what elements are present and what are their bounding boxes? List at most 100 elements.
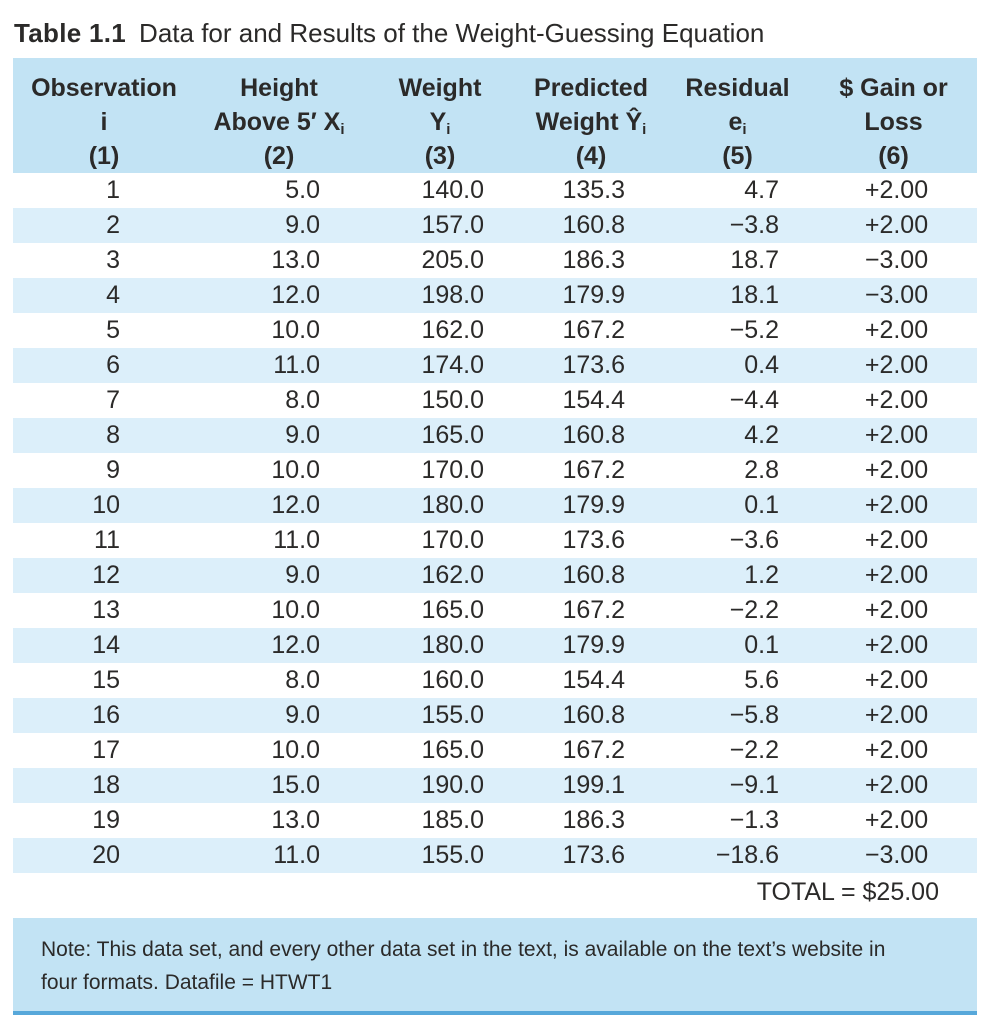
table-row: 9 10.0 170.0 167.2 2.8 +2.00: [13, 453, 977, 488]
cell-r14-c1: 14: [92, 631, 120, 659]
header-symbol: Above 5′ X: [213, 108, 341, 136]
cell-r19-c6: +2.00: [864, 806, 929, 834]
cell-r5-c2: 10.0: [271, 316, 320, 344]
cell-r4-c1: 4: [106, 281, 120, 309]
cell-r10-c6: +2.00: [864, 491, 929, 519]
cell-r1-c5: 4.7: [744, 176, 779, 204]
cell-r8-c2: 9.0: [285, 421, 320, 449]
header-line: Above 5′ Xi: [195, 105, 363, 139]
table-row: 5 10.0 162.0 167.2 −5.2 +2.00: [13, 313, 977, 348]
header-line: ei: [665, 105, 810, 139]
cell-r20-c4: 173.6: [562, 841, 625, 869]
cell-r17-c5: −2.2: [729, 736, 779, 764]
cell-r10-c3: 180.0: [421, 491, 484, 519]
table-title-text: Data for and Results of the Weight-Guess…: [139, 18, 765, 48]
table-row: 16 9.0 155.0 160.8 −5.8 +2.00: [13, 698, 977, 733]
cell-r2-c3: 157.0: [421, 211, 484, 239]
cell-r6-c5: 0.4: [744, 351, 779, 379]
cell-r20-c3: 155.0: [421, 841, 484, 869]
table-row: 13 10.0 165.0 167.2 −2.2 +2.00: [13, 593, 977, 628]
cell-r7-c4: 154.4: [562, 386, 625, 414]
header-line: i: [13, 105, 195, 139]
cell-r9-c4: 167.2: [562, 456, 625, 484]
cell-r1-c1: 1: [106, 176, 120, 204]
table-row: 14 12.0 180.0 179.9 0.1 +2.00: [13, 628, 977, 663]
cell-r3-c1: 3: [106, 246, 120, 274]
cell-r4-c5: 18.1: [730, 281, 779, 309]
cell-r18-c3: 190.0: [421, 771, 484, 799]
cell-r10-c4: 179.9: [562, 491, 625, 519]
cell-r20-c6: −3.00: [864, 841, 929, 869]
cell-r12-c3: 162.0: [421, 561, 484, 589]
header-line: Weight: [398, 74, 482, 102]
header-line: $ Gain or: [839, 74, 948, 102]
cell-r5-c3: 162.0: [421, 316, 484, 344]
header-line: Weight Ŷi: [517, 105, 665, 139]
cell-r9-c1: 9: [106, 456, 120, 484]
cell-r12-c5: 1.2: [744, 561, 779, 589]
cell-r3-c3: 205.0: [421, 246, 484, 274]
total-text: TOTAL = $25.00: [756, 877, 939, 906]
cell-r18-c1: 18: [92, 771, 120, 799]
cell-r13-c4: 167.2: [562, 596, 625, 624]
cell-r10-c2: 12.0: [271, 491, 320, 519]
cell-r3-c2: 13.0: [271, 246, 320, 274]
cell-r14-c3: 180.0: [421, 631, 484, 659]
cell-r1-c3: 140.0: [421, 176, 484, 204]
header-subscript: i: [642, 121, 647, 138]
cell-r12-c6: +2.00: [864, 561, 929, 589]
table-row: 19 13.0 185.0 186.3 −1.3 +2.00: [13, 803, 977, 838]
cell-r9-c3: 170.0: [421, 456, 484, 484]
cell-r17-c4: 167.2: [562, 736, 625, 764]
header-line: (5): [722, 142, 753, 170]
cell-r11-c2: 11.0: [273, 526, 320, 554]
header-subscript: i: [340, 121, 345, 138]
cell-r6-c2: 11.0: [273, 351, 320, 379]
cell-r8-c4: 160.8: [562, 421, 625, 449]
table-row: 3 13.0 205.0 186.3 18.7 −3.00: [13, 243, 977, 278]
cell-r3-c6: −3.00: [864, 246, 929, 274]
cell-r18-c5: −9.1: [729, 771, 779, 799]
cell-r2-c4: 160.8: [562, 211, 625, 239]
table-row: 10 12.0 180.0 179.9 0.1 +2.00: [13, 488, 977, 523]
header-symbol: Weight Ŷ: [535, 108, 643, 136]
header-line: Yi: [363, 105, 517, 139]
note-line-1: Note: This data set, and every other dat…: [41, 938, 886, 961]
note-line-2: four formats. Datafile = HTWT1: [41, 971, 333, 994]
cell-r16-c4: 160.8: [562, 701, 625, 729]
cell-r8-c3: 165.0: [421, 421, 484, 449]
cell-r12-c1: 12: [92, 561, 120, 589]
header-line: Residual: [685, 74, 790, 102]
column-header-height: Height Above 5′ Xi (2): [195, 58, 363, 173]
cell-r5-c5: −5.2: [729, 316, 779, 344]
cell-r3-c5: 18.7: [730, 246, 779, 274]
cell-r11-c6: +2.00: [864, 526, 929, 554]
table-row: 1 5.0 140.0 135.3 4.7 +2.00: [13, 173, 977, 208]
cell-r5-c6: +2.00: [864, 316, 929, 344]
header-line: Predicted: [534, 74, 648, 102]
weight-guessing-table: Observation i (1) Height Above 5′ Xi (2)…: [13, 58, 977, 873]
cell-r7-c6: +2.00: [864, 386, 929, 414]
cell-r6-c3: 174.0: [421, 351, 484, 379]
table-caption: Table 1.1 Data for and Results of the Wei…: [0, 0, 990, 58]
cell-r4-c2: 12.0: [271, 281, 320, 309]
cell-r19-c3: 185.0: [421, 806, 484, 834]
table-row: 15 8.0 160.0 154.4 5.6 +2.00: [13, 663, 977, 698]
cell-r2-c6: +2.00: [864, 211, 929, 239]
cell-r4-c3: 198.0: [421, 281, 484, 309]
cell-r13-c3: 165.0: [421, 596, 484, 624]
column-header-gain-loss: $ Gain or Loss (6): [810, 58, 977, 173]
cell-r11-c5: −3.6: [729, 526, 779, 554]
cell-r15-c4: 154.4: [562, 666, 625, 694]
cell-r7-c2: 8.0: [285, 386, 320, 414]
table-number: Table 1.1: [14, 18, 127, 48]
cell-r16-c6: +2.00: [864, 701, 929, 729]
cell-r13-c5: −2.2: [729, 596, 779, 624]
cell-r1-c4: 135.3: [562, 176, 625, 204]
cell-r5-c4: 167.2: [562, 316, 625, 344]
header-subscript: i: [742, 121, 747, 138]
cell-r15-c5: 5.6: [744, 666, 779, 694]
cell-r17-c1: 17: [92, 736, 120, 764]
header-line: Observation: [31, 74, 177, 102]
cell-r8-c6: +2.00: [864, 421, 929, 449]
